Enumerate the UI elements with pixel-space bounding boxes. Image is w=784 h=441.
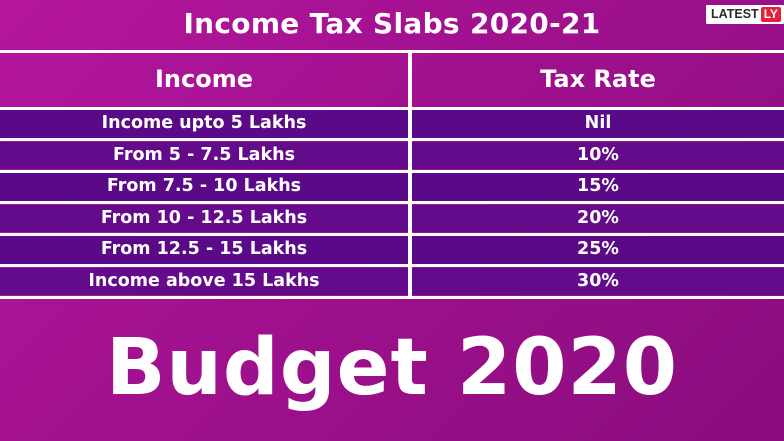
header-divider (0, 107, 784, 110)
row-divider (0, 264, 784, 267)
income-cell: From 10 - 12.5 Lakhs (100, 207, 308, 228)
income-cell: From 7.5 - 10 Lakhs (106, 176, 302, 196)
row-divider (0, 232, 784, 236)
table-row: From 7.5 - 10 Lakhs 15% (0, 173, 784, 201)
table-row: From 12.5 - 15 Lakhs 25% (0, 236, 784, 264)
income-cell: Income above 15 Lakhs (88, 270, 320, 291)
budget-headline: Budget 2020 (105, 323, 679, 413)
table-top-divider (0, 50, 784, 53)
logo-text: LATEST (711, 7, 759, 21)
column-divider (408, 52, 412, 297)
rate-cell: 15% (577, 176, 619, 196)
brand-logo: LATEST LY (706, 5, 784, 24)
table-row: From 10 - 12.5 Lakhs 20% (0, 204, 784, 233)
income-cell: From 12.5 - 15 Lakhs (100, 239, 308, 259)
income-cell: Income upto 5 Lakhs (101, 113, 307, 133)
rate-cell: Nil (584, 113, 612, 133)
rate-cell: 25% (577, 239, 619, 259)
page-title: Income Tax Slabs 2020-21 (183, 7, 601, 40)
table-row: Income above 15 Lakhs 30% (0, 267, 784, 296)
row-divider (0, 169, 784, 173)
rate-cell: 10% (577, 144, 619, 165)
table-row: From 5 - 7.5 Lakhs 10% (0, 141, 784, 170)
rate-cell: 20% (577, 207, 619, 228)
header-tax-rate: Tax Rate (540, 65, 656, 93)
table-row: Income upto 5 Lakhs Nil (0, 110, 784, 138)
row-divider (0, 201, 784, 204)
rate-cell: 30% (577, 270, 619, 291)
header-income: Income (154, 65, 253, 93)
income-cell: From 5 - 7.5 Lakhs (112, 144, 295, 165)
table-bottom-divider (0, 295, 784, 299)
row-divider (0, 138, 784, 141)
logo-badge: LY (760, 7, 781, 22)
